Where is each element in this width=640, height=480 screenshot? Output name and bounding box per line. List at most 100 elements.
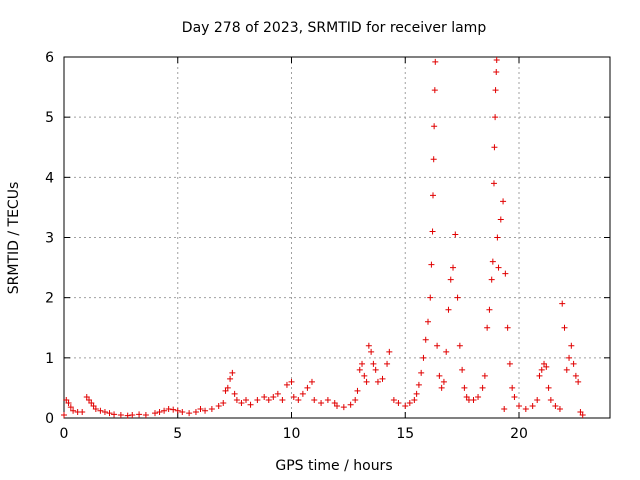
- x-tick-labels: 0 5 10 15 20: [60, 426, 528, 442]
- data-point: [406, 399, 413, 406]
- data-point: [425, 318, 431, 325]
- data-point: [452, 231, 459, 238]
- data-point: [290, 393, 297, 400]
- data-point: [470, 396, 477, 403]
- data-point: [431, 87, 438, 94]
- data-point: [311, 396, 318, 403]
- data-point: [575, 378, 582, 385]
- data-point: [90, 402, 97, 409]
- data-point: [541, 360, 548, 367]
- data-point: [111, 411, 118, 418]
- data-point: [450, 264, 457, 271]
- data-point: [334, 402, 340, 409]
- data-point: [570, 360, 577, 367]
- data-point: [61, 411, 67, 418]
- data-point: [295, 396, 302, 403]
- data-point: [142, 411, 149, 418]
- data-point: [501, 405, 508, 412]
- data-point: [202, 407, 209, 414]
- data-point: [434, 342, 441, 349]
- x-tick-label: 0: [60, 426, 69, 442]
- data-point: [186, 410, 193, 417]
- data-point: [97, 407, 104, 414]
- data-point: [428, 261, 435, 268]
- data-point: [538, 366, 545, 373]
- data-point: [561, 324, 568, 331]
- data-point: [117, 411, 124, 418]
- data-point: [536, 372, 543, 379]
- data-point: [304, 384, 311, 391]
- axis-ticks: [63, 56, 610, 419]
- data-point: [504, 324, 511, 331]
- data-point: [402, 402, 409, 409]
- data-point: [299, 390, 306, 397]
- data-point: [318, 399, 325, 406]
- data-point: [475, 393, 482, 400]
- data-point: [559, 300, 566, 307]
- data-point: [395, 399, 402, 406]
- data-point: [308, 378, 315, 385]
- data-point: [418, 369, 425, 376]
- data-point: [488, 276, 495, 283]
- data-point: [481, 372, 488, 379]
- data-point: [577, 408, 584, 415]
- data-point: [534, 396, 541, 403]
- data-point: [92, 405, 99, 412]
- data-point: [283, 381, 290, 388]
- data-point: [222, 387, 229, 394]
- data-point: [192, 408, 199, 415]
- x-axis-label: GPS time / hours: [275, 458, 392, 474]
- data-point: [374, 378, 381, 385]
- x-tick-label: 15: [396, 426, 414, 442]
- data-point: [384, 360, 391, 367]
- data-point: [556, 405, 563, 412]
- x-tick-label: 10: [283, 426, 301, 442]
- data-point: [545, 384, 552, 391]
- data-point: [522, 405, 529, 412]
- data-point: [129, 411, 136, 418]
- data-point: [340, 404, 347, 411]
- data-point: [238, 399, 245, 406]
- data-point: [70, 407, 77, 414]
- data-point: [359, 360, 366, 367]
- data-points: [61, 57, 586, 419]
- data-point: [86, 396, 93, 403]
- data-point: [511, 393, 518, 400]
- grid-lines: [64, 57, 610, 418]
- data-point: [443, 348, 450, 355]
- data-point: [563, 366, 570, 373]
- data-point: [361, 372, 368, 379]
- data-point: [445, 306, 452, 313]
- data-point: [459, 366, 466, 373]
- data-point: [566, 354, 573, 361]
- data-point: [288, 378, 295, 385]
- data-point: [179, 408, 186, 415]
- data-point: [447, 276, 454, 283]
- data-point: [156, 408, 163, 415]
- y-tick-labels: 0 1 2 3 4 5 6: [45, 50, 54, 427]
- data-point: [161, 407, 168, 414]
- data-point: [174, 407, 181, 414]
- y-tick-label: 5: [45, 110, 54, 126]
- data-point: [233, 396, 240, 403]
- data-point: [463, 393, 470, 400]
- data-point: [227, 375, 234, 382]
- data-point: [516, 402, 522, 409]
- y-tick-label: 3: [45, 231, 54, 247]
- data-point: [495, 264, 502, 271]
- data-point: [427, 294, 434, 301]
- data-point: [429, 228, 436, 235]
- data-point: [430, 192, 437, 199]
- data-point: [370, 360, 377, 367]
- y-tick-label: 4: [45, 170, 54, 186]
- data-point: [88, 399, 95, 406]
- data-point: [543, 363, 550, 370]
- data-point: [494, 234, 501, 241]
- y-tick-label: 0: [45, 411, 54, 427]
- data-point: [124, 412, 131, 419]
- data-point: [67, 404, 74, 411]
- data-point: [552, 402, 559, 409]
- data-point: [497, 216, 504, 223]
- data-point: [372, 366, 379, 373]
- data-point: [208, 405, 215, 412]
